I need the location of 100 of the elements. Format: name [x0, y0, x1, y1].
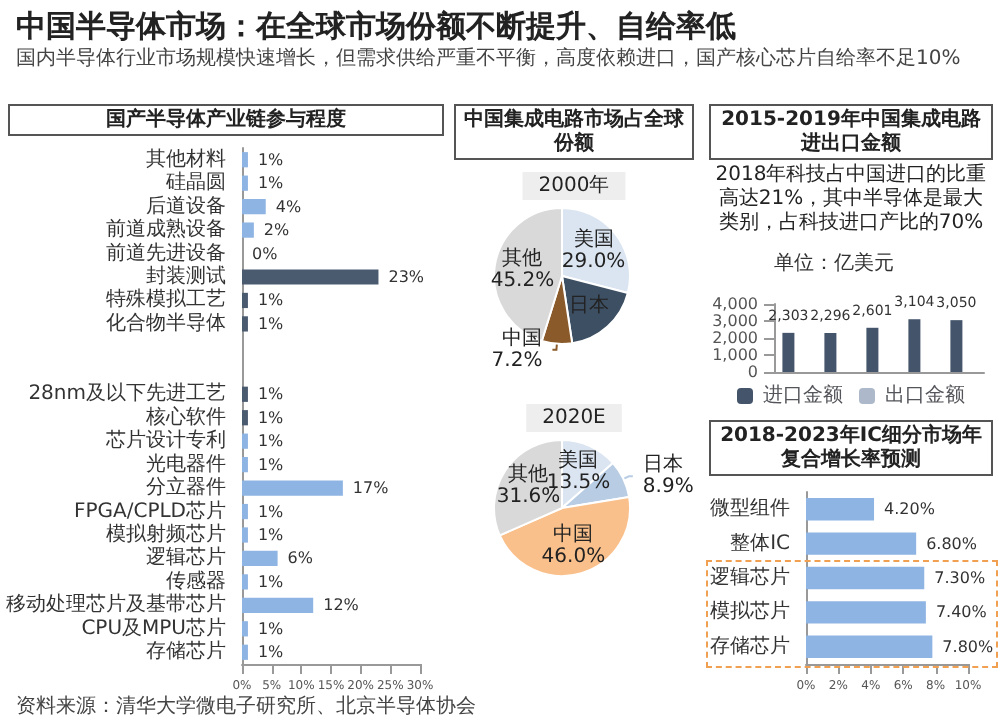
y-axis-title: 单位：亿美元: [774, 251, 894, 275]
data-label: 1%: [257, 619, 285, 638]
y-tick-label: 整体IC: [730, 530, 791, 555]
data-label: 1%: [257, 314, 285, 333]
y-tick-label: 硅晶圆: [164, 170, 226, 195]
y-tick-label: 3,000: [712, 312, 758, 330]
data-label: 1%: [257, 150, 285, 169]
bar: [866, 327, 879, 372]
bar: [806, 635, 933, 658]
chart-title: 2015-2019年中国集成电路进出口金额: [721, 107, 981, 155]
bar: [242, 175, 248, 191]
bar: [242, 199, 266, 215]
data-label: 1%: [257, 291, 285, 310]
data-label: 45.2%: [490, 269, 555, 292]
y-tick-label: 其他材料: [146, 146, 226, 171]
data-label: 1%: [257, 408, 285, 427]
chart-subtitle: 2000年: [538, 173, 610, 197]
data-label: 17%: [352, 479, 390, 498]
y-tick-label: 封装测试: [146, 264, 226, 288]
y-tick-label: 核心软件: [144, 404, 226, 429]
chart-title: 2018-2023年IC细分市场年复合增长率预测: [720, 423, 982, 471]
data-label: 6%: [287, 549, 314, 568]
bar: [242, 152, 248, 168]
y-tick-label: 存储芯片: [710, 633, 790, 658]
chart-subtitle: 2020E: [542, 407, 606, 429]
data-label: 1%: [257, 526, 285, 544]
bar: [806, 601, 926, 624]
y-tick-label: 移动处理芯片及基带芯片: [6, 592, 226, 617]
data-label: 1%: [257, 385, 285, 404]
slice-label: 美国: [558, 447, 599, 472]
y-tick-label: 逻辑芯片: [710, 565, 790, 589]
data-label: 7.2%: [491, 349, 543, 372]
y-tick-label: 前道成熟设备: [106, 217, 226, 242]
data-label: 7.40%: [935, 603, 988, 622]
text: 国内半导体行业市场规模快速增长，但需求供给严重不平衡，高度依赖进口，国产核心芯片自给率不足10%: [16, 48, 963, 72]
y-tick-label: 0: [747, 363, 758, 381]
data-label: 7.30%: [934, 569, 986, 587]
bar: [242, 480, 343, 496]
bar: [242, 503, 248, 520]
data-label: 6.80%: [926, 534, 978, 553]
bar: [242, 550, 278, 567]
y-tick-label: 传感器: [166, 568, 226, 593]
y-tick-label: 存储芯片: [146, 639, 226, 664]
bar: [782, 332, 795, 372]
text: 2018年科技占中国进口的比重高达21%，其中半导体是最大类别，占科技进口产比的70%: [713, 164, 989, 236]
bar: [242, 410, 248, 426]
bar: [824, 332, 837, 372]
text: 中国半导体市场：在全球市场份额不断提升、自给率低: [16, 8, 736, 46]
slice-label: 其他: [508, 462, 549, 487]
bar: [242, 386, 248, 402]
y-tick-label: 光电器件: [146, 451, 226, 476]
data-label: 29.0%: [561, 251, 626, 274]
data-label: 2%: [263, 221, 291, 240]
data-label: 1%: [257, 643, 285, 662]
slice-label: 其他: [502, 245, 543, 270]
bar: [242, 292, 248, 309]
data-label: 1%: [257, 502, 285, 521]
bar: [242, 644, 248, 660]
slice-label: 中国: [553, 522, 594, 547]
data-label: 23%: [388, 268, 425, 286]
y-tick-label: 前道先进设备: [106, 240, 226, 265]
bar: [242, 527, 248, 543]
bar: [806, 566, 925, 590]
data-label: 4%: [275, 197, 302, 216]
bar: [242, 621, 248, 637]
bar: [806, 532, 917, 555]
y-tick-label: FPGA/CPLD芯片: [73, 498, 226, 523]
data-label: 46.0%: [541, 546, 606, 569]
y-tick-label: 4,000: [712, 295, 758, 313]
data-label: 7.80%: [942, 637, 994, 656]
data-label: 0%: [252, 244, 279, 263]
bar: [242, 269, 379, 285]
data-label: 4.20%: [884, 500, 936, 519]
y-tick-label: 模拟射频芯片: [106, 522, 226, 546]
y-tick-label: 芯片设计专利: [104, 428, 226, 453]
legend-label: 出口金额: [885, 383, 965, 407]
bar: [806, 498, 875, 521]
bar: [908, 319, 921, 372]
y-tick-label: 分立器件: [146, 475, 226, 500]
y-tick-label: CPU及MPU芯片: [81, 615, 226, 640]
legend-label: 进口金额: [763, 383, 843, 407]
text: 资料来源：清华大学微电子研究所、北京半导体协会: [16, 693, 476, 720]
y-tick-label: 模拟芯片: [710, 599, 790, 624]
y-tick-label: 2,000: [712, 329, 758, 347]
y-tick-label: 28nm及以下先进工艺: [28, 381, 226, 406]
data-label: 8.9%: [642, 476, 694, 499]
bar: [242, 597, 314, 613]
y-tick-label: 逻辑芯片: [146, 545, 226, 570]
y-tick-label: 后道设备: [146, 193, 226, 218]
data-label: 1%: [257, 572, 285, 591]
bar: [242, 222, 254, 238]
bar: [242, 316, 248, 332]
y-tick-label: 化合物半导体: [106, 310, 226, 335]
y-tick-label: 1,000: [712, 346, 758, 364]
slice-label: 日本: [642, 452, 683, 477]
bar: [242, 457, 248, 473]
bar: [242, 433, 248, 449]
bar: [242, 574, 248, 590]
data-label: 1%: [257, 455, 285, 474]
data-label: 1%: [257, 174, 285, 193]
